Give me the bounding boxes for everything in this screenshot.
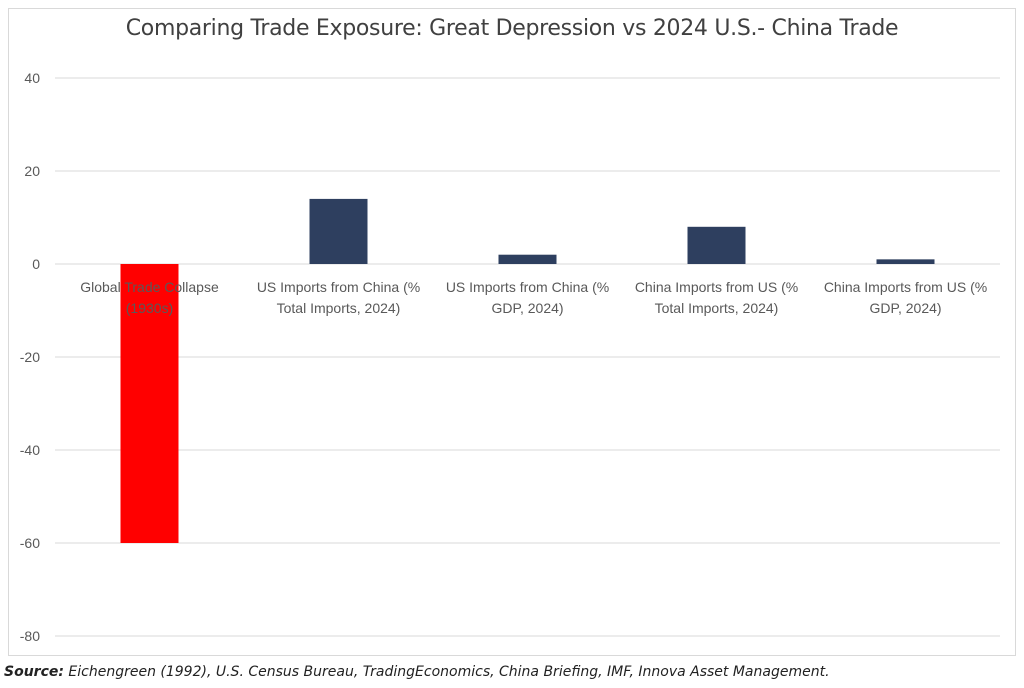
y-tick-label: -20 <box>20 349 40 365</box>
bar <box>876 259 935 264</box>
y-tick-label: -60 <box>20 535 40 551</box>
bar <box>120 264 179 543</box>
y-tick-label: -40 <box>20 442 40 458</box>
y-axis-ticks: 40 20 0 -20 -40 -60 -80 <box>20 70 40 644</box>
source-label: Source: <box>4 664 64 680</box>
y-tick-label: 0 <box>32 256 40 272</box>
x-category-label: Total Imports, 2024) <box>277 300 401 316</box>
x-category-label: China Imports from US (% <box>635 279 798 295</box>
chart-title: Comparing Trade Exposure: Great Depressi… <box>125 16 899 41</box>
x-category-label: US Imports from China (% <box>257 279 420 295</box>
bar <box>687 226 746 264</box>
y-tick-label: 20 <box>24 163 40 179</box>
x-category-label: China Imports from US (% <box>824 279 987 295</box>
y-tick-label: 40 <box>24 70 40 86</box>
x-category-label: GDP, 2024) <box>491 300 563 316</box>
gridlines <box>55 77 1000 637</box>
x-category-label: Total Imports, 2024) <box>655 300 779 316</box>
bar <box>309 198 368 264</box>
x-category-label: US Imports from China (% <box>446 279 609 295</box>
x-category-label: Global Trade Collapse <box>80 279 219 295</box>
source-text: Eichengreen (1992), U.S. Census Bureau, … <box>63 664 830 680</box>
bars <box>120 198 935 543</box>
x-category-label: (1930s) <box>126 300 173 316</box>
x-category-label: GDP, 2024) <box>869 300 941 316</box>
y-tick-label: -80 <box>20 628 40 644</box>
source-note: Source: Eichengreen (1992), U.S. Census … <box>4 664 830 680</box>
category-labels: Global Trade Collapse (1930s) US Imports f… <box>80 279 987 316</box>
bar <box>498 254 557 264</box>
